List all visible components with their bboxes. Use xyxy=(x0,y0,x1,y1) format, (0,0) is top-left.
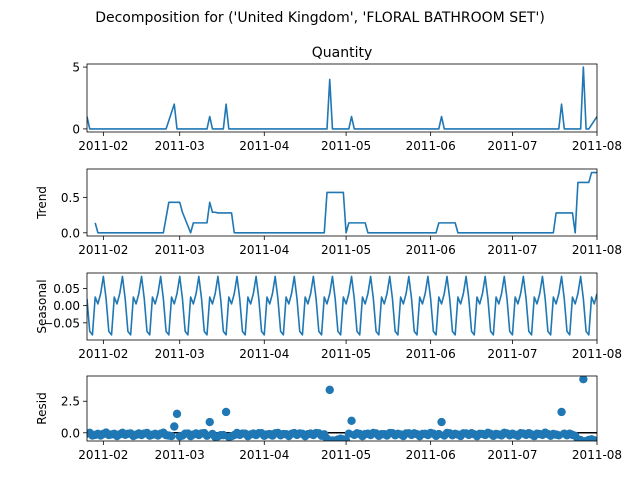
axes-frame xyxy=(86,63,598,133)
x-tick-label: 2011-05 xyxy=(321,243,371,257)
x-tick-label: 2011-05 xyxy=(321,347,371,361)
x-tick-label: 2011-07 xyxy=(487,139,537,153)
x-tick-label: 2011-08 xyxy=(572,448,622,462)
y-axis-label: Trend xyxy=(35,186,49,220)
x-tick-label: 2011-04 xyxy=(239,243,289,257)
plot-area xyxy=(87,275,597,336)
x-tick-label: 2011-05 xyxy=(321,448,371,462)
x-tick-label: 2011-03 xyxy=(155,347,205,361)
x-tick-label: 2011-07 xyxy=(487,243,537,257)
x-tick-label: 2011-08 xyxy=(572,347,622,361)
resid-point xyxy=(325,385,334,395)
series-line xyxy=(94,171,597,234)
x-tick-label: 2011-02 xyxy=(78,243,128,257)
x-tick-label: 2011-04 xyxy=(239,139,289,153)
resid-point xyxy=(172,409,182,419)
axes-frame xyxy=(86,375,598,442)
x-tick-label: 2011-02 xyxy=(78,139,128,153)
x-tick-label: 2011-08 xyxy=(572,139,622,153)
series-line xyxy=(87,66,597,130)
y-axis-label: Seasonal xyxy=(35,279,49,333)
y-tick-label: 0.0 xyxy=(61,426,80,440)
seasonal-line xyxy=(87,275,597,336)
resid-point xyxy=(592,437,597,441)
resid-point xyxy=(557,407,566,417)
resid-point xyxy=(579,376,588,384)
panel-seasonal: Seasonal−0.05 0.00 0.05 2011-02 2011-03 2011-… xyxy=(35,272,622,361)
y-tick-label: 0.00 xyxy=(53,299,80,313)
y-tick-label: 0.05 xyxy=(53,282,80,296)
y-tick-label: 0.5 xyxy=(61,191,80,205)
x-tick-label: 2011-02 xyxy=(78,448,128,462)
x-tick-label: 2011-06 xyxy=(406,243,456,257)
panel-observed: Quantity 0 5 2011-02 2011-03 2011-04 2011-05 20… xyxy=(72,45,622,153)
panel-trend: Trend 0.0 0.5 2011-02 2011-03 2011-04 2011-05 2… xyxy=(35,168,622,257)
x-tick-label: 2011-08 xyxy=(572,243,622,257)
resid-point xyxy=(221,407,231,417)
resid-point xyxy=(167,431,176,441)
y-tick-label: 2.5 xyxy=(61,395,80,409)
resid-point xyxy=(170,422,179,431)
y-tick-label: 0 xyxy=(72,122,80,136)
plot-area xyxy=(87,376,597,441)
resid-point xyxy=(347,416,356,426)
x-tick-label: 2011-03 xyxy=(155,448,205,462)
x-tick-label: 2011-06 xyxy=(406,139,456,153)
x-tick-label: 2011-03 xyxy=(155,243,205,257)
x-tick-label: 2011-06 xyxy=(406,347,456,361)
plot-area xyxy=(94,171,597,234)
plot-area xyxy=(87,66,597,130)
x-tick-label: 2011-06 xyxy=(406,448,456,462)
x-tick-label: 2011-04 xyxy=(239,347,289,361)
panels: Quantity 0 5 2011-02 2011-03 2011-04 2011-05 20… xyxy=(35,45,622,462)
axes-frame xyxy=(86,168,598,237)
y-tick-label: −0.05 xyxy=(43,316,80,330)
panel-title: Quantity xyxy=(312,45,373,61)
x-tick-label: 2011-04 xyxy=(239,448,289,462)
x-tick-label: 2011-07 xyxy=(487,448,537,462)
y-axis-label: Resid xyxy=(35,392,49,424)
axes-frame xyxy=(86,272,598,341)
y-tick-label: 5 xyxy=(72,61,80,75)
y-tick-label: 0.0 xyxy=(61,226,80,240)
x-tick-label: 2011-05 xyxy=(321,139,371,153)
figure-suptitle: Decomposition for ('United Kingdom', 'FL… xyxy=(95,10,545,26)
resid-point xyxy=(437,417,446,427)
x-tick-label: 2011-07 xyxy=(487,347,537,361)
panel-resid: Resid 0.0 2.5 2011-02 2011-03 2011-04 2011-05 2… xyxy=(35,375,622,462)
resid-point xyxy=(205,417,214,427)
x-tick-label: 2011-03 xyxy=(155,139,205,153)
x-tick-label: 2011-02 xyxy=(78,347,128,361)
